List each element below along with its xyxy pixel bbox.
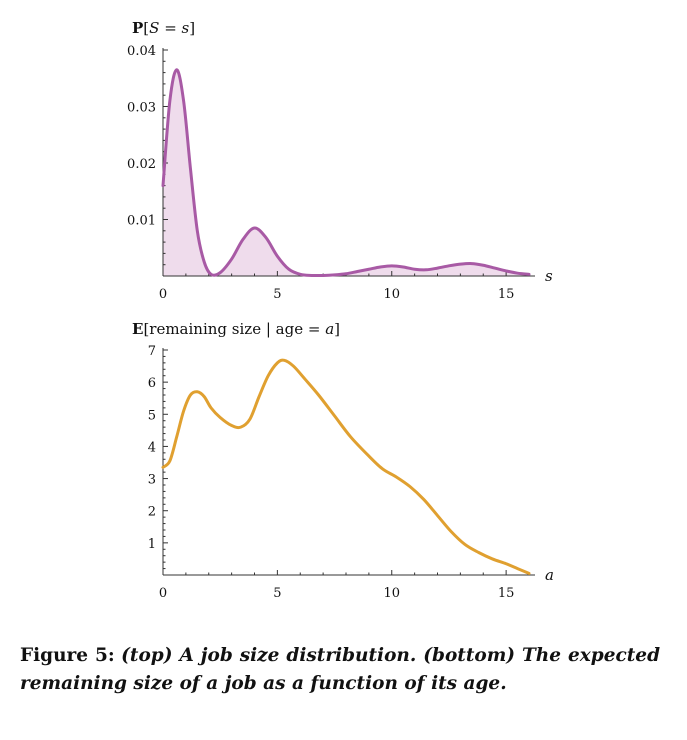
caption-text: (top) A job size distribution. (bottom) … xyxy=(20,645,661,694)
top-chart-y-tick-label: 0.02 xyxy=(127,157,156,172)
top-chart-x-tick-label: 15 xyxy=(498,287,515,302)
bottom-chart-x-tick-label: 5 xyxy=(273,586,281,601)
top-chart-x-axis-label: s xyxy=(545,267,553,285)
bottom-chart-series-line xyxy=(161,358,531,575)
bottom-chart-y-tick-label: 6 xyxy=(148,376,156,391)
top-chart-y-tick-label: 0.04 xyxy=(127,44,156,59)
bottom-chart-y-tick-label: 7 xyxy=(148,344,156,359)
top-chart-x-tick-label: 10 xyxy=(383,287,400,302)
top-chart-x-tick-label: 0 xyxy=(159,287,167,302)
top-chart-x-tick-label: 5 xyxy=(273,287,281,302)
figure-charts: P[S = s] 0 5 10 150.010.020.030.04s E[remai… xyxy=(127,19,554,601)
bottom-chart-x-tick-label: 0 xyxy=(159,586,167,601)
top-chart-area-fill xyxy=(163,69,529,276)
top-chart-y-tick-label: 0.01 xyxy=(127,214,156,229)
bottom-chart-y-tick-label: 4 xyxy=(148,440,156,455)
bottom-chart-y-tick-label: 1 xyxy=(148,537,156,552)
caption-label: Figure 5: xyxy=(20,645,115,666)
bottom-chart-y-tick-label: 5 xyxy=(148,408,156,423)
figure-caption: Figure 5: (top) A job size distribution.… xyxy=(20,642,660,698)
top-chart: P[S = s] 0 5 10 15 0.01 0.02 0.03 0.04 s xyxy=(127,19,553,302)
top-y-axis-label: P[S = s] xyxy=(132,19,195,37)
top-chart-y-tick-label: 0.03 xyxy=(127,101,156,116)
bottom-chart-x-axis-label: a xyxy=(545,566,554,584)
bottom-y-axis-label: E[remaining size | age = a] xyxy=(132,320,340,338)
bottom-chart-y-tick-label: 2 xyxy=(148,505,156,520)
bottom-chart-x-tick-label: 10 xyxy=(383,586,400,601)
bottom-chart: E[remaining size | age = a] 0 5 10 15 1 2 3 4 5 6… xyxy=(132,320,554,601)
bottom-chart-y-tick-label: 3 xyxy=(148,473,156,488)
top-chart-series-line xyxy=(161,68,531,278)
bottom-chart-x-tick-label: 15 xyxy=(498,586,515,601)
